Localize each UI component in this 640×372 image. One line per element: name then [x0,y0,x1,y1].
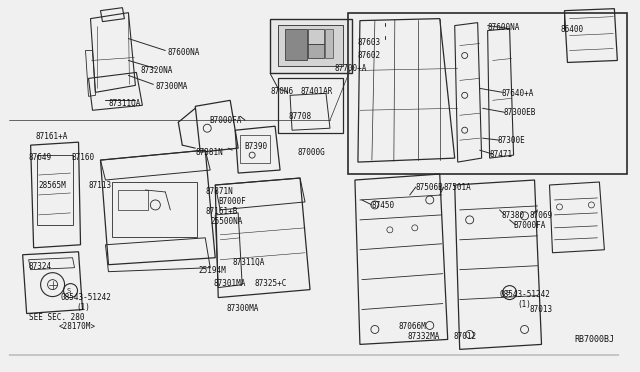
Text: 87401AR: 87401AR [300,87,332,96]
Bar [308,44,324,58]
Text: 25500NA: 25500NA [210,217,243,226]
Text: 87708: 87708 [288,112,311,121]
Text: B7000F: B7000F [218,197,246,206]
Text: 87012: 87012 [454,333,477,341]
Bar [113,182,197,237]
Text: (1): (1) [518,299,531,309]
Bar [270,19,352,73]
Text: B7000FA: B7000FA [209,116,242,125]
Text: 87000G: 87000G [297,148,324,157]
Bar [278,25,343,67]
Text: 87603: 87603 [358,38,381,46]
Text: 87113: 87113 [88,181,111,190]
Text: 87311QA: 87311QA [108,99,141,108]
Text: 87381N: 87381N [195,148,223,157]
Text: 87069: 87069 [529,211,553,220]
Text: (1): (1) [77,302,90,312]
Bar [308,29,324,44]
Bar [36,155,72,225]
Text: 87871N: 87871N [205,187,233,196]
Text: 87325+C: 87325+C [254,279,287,288]
Bar [348,13,627,174]
Text: 87301MA: 87301MA [213,279,246,288]
Bar [278,78,343,133]
Text: S: S [67,288,70,294]
Text: 87640+A: 87640+A [502,89,534,98]
Text: 87300EB: 87300EB [504,108,536,117]
Bar [285,29,307,61]
Text: <28170M>: <28170M> [59,323,95,331]
Bar [325,29,333,58]
Text: 87450: 87450 [372,201,395,210]
Text: 08543-51242: 08543-51242 [61,293,111,302]
Bar [118,190,148,210]
Text: 87506B: 87506B [416,183,444,192]
Text: 87600NA: 87600NA [488,23,520,32]
Text: 87471: 87471 [490,150,513,159]
Text: 87380: 87380 [502,211,525,220]
Text: 87161+B: 87161+B [205,207,237,216]
Text: 87320NA: 87320NA [140,67,173,76]
Text: 87300E: 87300E [498,136,525,145]
Text: 28565M: 28565M [38,181,67,190]
Text: 87600NA: 87600NA [167,48,200,57]
Text: 87161+A: 87161+A [36,132,68,141]
Text: 87332MA: 87332MA [408,333,440,341]
Text: SEE SEC. 280: SEE SEC. 280 [29,312,84,321]
Text: S: S [506,289,509,296]
Text: 87300MA: 87300MA [156,82,188,92]
Text: 86400: 86400 [561,25,584,33]
Text: B7000FA: B7000FA [513,221,546,230]
Text: 87324: 87324 [29,262,52,271]
Text: 08543-51242: 08543-51242 [500,290,550,299]
Text: B7160: B7160 [72,153,95,162]
Bar [240,135,270,163]
Text: RB7000BJ: RB7000BJ [575,336,614,344]
Text: 87300MA: 87300MA [226,304,259,312]
Text: 25194M: 25194M [198,266,226,275]
Text: 87501A: 87501A [444,183,472,192]
Text: 87066M: 87066M [399,323,427,331]
Text: 870N6: 870N6 [270,87,293,96]
Text: 87311QA: 87311QA [232,258,264,267]
Text: 87649: 87649 [29,153,52,162]
Text: 87602: 87602 [358,51,381,60]
Text: 87013: 87013 [529,305,553,314]
Text: 87700+A: 87700+A [335,64,367,73]
Text: B7390: B7390 [244,142,268,151]
